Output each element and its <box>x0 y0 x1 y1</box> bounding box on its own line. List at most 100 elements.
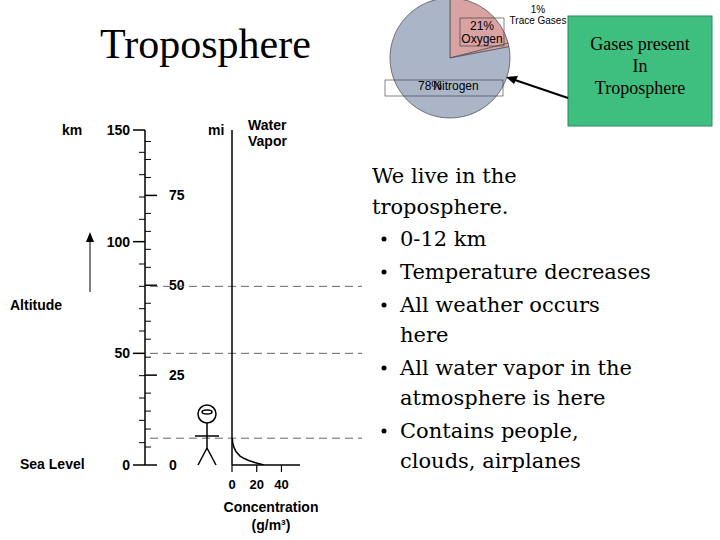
bullet-text: All water vapor in theatmosphere is here <box>399 356 632 410</box>
axis-line <box>231 130 233 465</box>
axis-unit: (g/m³) <box>252 517 291 533</box>
tick-label-line: 75 <box>169 187 185 203</box>
tick-label: 20 <box>249 477 263 492</box>
tick <box>133 464 145 466</box>
tick-label-line: 0 <box>228 477 235 492</box>
axis-title-line: Altitude <box>10 297 62 313</box>
line-series <box>232 438 264 465</box>
tick <box>281 465 282 472</box>
intro-text: We live in the troposphere. <box>372 164 517 219</box>
tick-label: 50 <box>169 277 185 293</box>
tick-label: 75 <box>169 187 185 203</box>
bullet-dot <box>382 429 387 434</box>
minor-tick <box>139 375 145 376</box>
tick-label-line: 0 <box>169 457 177 473</box>
tick-label-line: 20 <box>249 477 263 492</box>
slide-title: Troposphere <box>100 21 311 67</box>
bullet-dot <box>382 237 387 242</box>
pie-slice <box>390 0 510 118</box>
series-label-line: Vapor <box>248 133 287 149</box>
arrow <box>512 79 568 98</box>
minor-tick <box>139 219 145 220</box>
person-face <box>202 410 212 414</box>
person-head <box>198 405 216 423</box>
slide: Troposphere21%Oxygen1%Trace Gases78%Nitr… <box>0 0 720 540</box>
tick <box>145 374 157 376</box>
bullet-dot <box>382 303 387 308</box>
tick-label: 40 <box>274 477 288 492</box>
bullet-text-line: atmosphere is here <box>400 386 605 410</box>
minor-tick <box>139 264 145 265</box>
pie-value-label: 21% <box>470 19 494 33</box>
minor-tick <box>145 141 151 142</box>
axis-title: Concentration <box>224 499 319 515</box>
axis-line <box>144 130 146 465</box>
tick-label-line: 50 <box>114 345 130 361</box>
pie-category-label-line: Trace Gases <box>510 15 567 26</box>
minor-tick <box>145 267 151 268</box>
minor-tick <box>139 442 145 443</box>
reference-line <box>150 438 362 439</box>
pie-category-label: Trace Gases <box>510 15 567 26</box>
arrow-head <box>86 232 94 242</box>
bullet-text-line: Temperature decreases <box>400 260 651 284</box>
axis-unit: mi <box>208 122 224 138</box>
label-box <box>385 80 503 96</box>
axis-line <box>232 464 300 466</box>
tick-label-line: 25 <box>169 367 185 383</box>
minor-tick <box>145 411 151 412</box>
bullet-text-line: here <box>400 323 448 347</box>
minor-tick <box>139 152 145 153</box>
callout-text-line: In <box>633 56 648 76</box>
tick-label: 25 <box>169 367 185 383</box>
pie-category-label-line: Nitrogen <box>433 79 478 93</box>
callout-box <box>568 16 712 126</box>
reference-line <box>150 353 362 354</box>
minor-tick <box>145 357 151 358</box>
tick <box>145 464 157 466</box>
altitude-axis <box>133 130 157 465</box>
person-arms <box>195 435 219 437</box>
minor-tick <box>145 231 151 232</box>
intro-text-line: We live in the <box>372 164 517 188</box>
plot-area <box>232 438 264 465</box>
minor-tick <box>145 303 151 304</box>
axis-unit-line: km <box>62 122 82 138</box>
axis-unit-line: mi <box>208 122 224 138</box>
bullet-text-line: All weather occurs <box>399 293 600 317</box>
pie-value-label: 1% <box>531 4 546 15</box>
baseline-label: Sea Level <box>20 456 85 472</box>
tick-label-line: 50 <box>169 277 185 293</box>
person-leg <box>198 448 207 465</box>
minor-tick <box>145 429 151 430</box>
tick <box>231 465 232 472</box>
bullet-text: Contains people,clouds, airplanes <box>400 419 581 473</box>
minor-tick <box>139 286 145 287</box>
tick <box>145 195 157 197</box>
minor-tick <box>145 393 151 394</box>
pie <box>390 0 510 118</box>
minor-tick <box>145 177 151 178</box>
altitude-arrow <box>90 240 91 292</box>
tick <box>256 465 257 472</box>
text-column <box>382 237 387 434</box>
bullet-text-line: clouds, airplanes <box>400 449 581 473</box>
minor-tick <box>145 339 151 340</box>
tick-label: 100 <box>107 234 131 250</box>
pie-category-label-line: Oxygen <box>461 32 502 46</box>
minor-tick <box>145 321 151 322</box>
tick-label: 0 <box>122 457 130 473</box>
concentration-axes <box>232 130 300 472</box>
bullet-text: All weather occurs here <box>399 293 600 347</box>
bullet-text: 0-12 km <box>400 227 487 251</box>
bullet-dot <box>382 366 387 371</box>
pie-value-label-line: 21% <box>470 19 494 33</box>
slide-title-line: Troposphere <box>100 21 311 67</box>
minor-tick <box>145 213 151 214</box>
tick <box>145 285 157 287</box>
tick <box>133 353 145 355</box>
intro-text-line: troposphere. <box>372 195 509 219</box>
label-box <box>460 18 504 46</box>
bullet-dot <box>382 270 387 275</box>
callout-text-line: Troposphere <box>595 78 685 98</box>
